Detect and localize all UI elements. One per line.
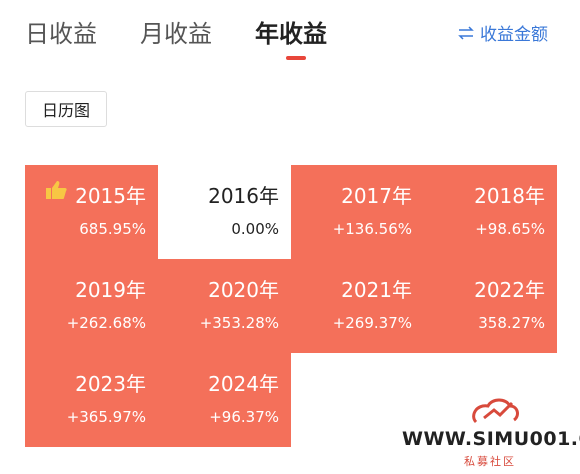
- year-label: 2018年: [474, 184, 545, 208]
- year-cell[interactable]: 2018年 +98.65%: [424, 165, 557, 259]
- return-label: +96.37%: [209, 408, 279, 426]
- year-label: 2015年: [75, 184, 146, 208]
- watermark-url: WWW.SIMU001.CN: [402, 428, 580, 450]
- return-label: +365.97%: [66, 408, 146, 426]
- return-label: +353.28%: [199, 314, 279, 332]
- return-label: 0.00%: [231, 220, 279, 238]
- year-label: 2024年: [208, 372, 279, 396]
- year-label: 2021年: [341, 278, 412, 302]
- tab[interactable]: 月收益: [140, 20, 212, 48]
- return-label: +262.68%: [66, 314, 146, 332]
- return-label: +269.37%: [332, 314, 412, 332]
- year-cell[interactable]: 2021年 +269.37%: [291, 259, 424, 353]
- return-label: 685.95%: [79, 220, 146, 238]
- calendar-button[interactable]: 日历图: [25, 91, 107, 127]
- year-label: 2022年: [474, 278, 545, 302]
- amount-toggle[interactable]: 收益金额: [458, 20, 548, 45]
- return-label: 358.27%: [478, 314, 545, 332]
- return-label: +136.56%: [332, 220, 412, 238]
- year-label: 2019年: [75, 278, 146, 302]
- year-cell[interactable]: 2020年 +353.28%: [158, 259, 291, 353]
- thumb-icon: [46, 181, 67, 199]
- year-cell[interactable]: 2022年 358.27%: [424, 259, 557, 353]
- year-label: 2023年: [75, 372, 146, 396]
- year-cell[interactable]: 2019年 +262.68%: [25, 259, 158, 353]
- amount-label: 收益金额: [480, 25, 548, 45]
- year-label: 2017年: [341, 184, 412, 208]
- year-cell[interactable]: 2016年 0.00%: [158, 165, 291, 259]
- year-cell[interactable]: 2015年 685.95%: [25, 165, 158, 259]
- year-cell[interactable]: 2024年 +96.37%: [158, 353, 291, 447]
- year-label: 2016年: [208, 184, 279, 208]
- button-label: 日历图: [41, 101, 90, 120]
- tab-underline: [286, 56, 306, 60]
- year-label: 2020年: [208, 278, 279, 302]
- year-cell[interactable]: 2023年 +365.97%: [25, 353, 158, 447]
- swap-icon: [458, 25, 474, 40]
- year-cell[interactable]: 2017年 +136.56%: [291, 165, 424, 259]
- watermark-name: 私募社区: [464, 455, 516, 468]
- return-label: +98.65%: [475, 220, 545, 238]
- watermark-logo: [472, 398, 519, 424]
- tab[interactable]: 年收益: [255, 20, 327, 48]
- tab[interactable]: 日收益: [25, 20, 97, 48]
